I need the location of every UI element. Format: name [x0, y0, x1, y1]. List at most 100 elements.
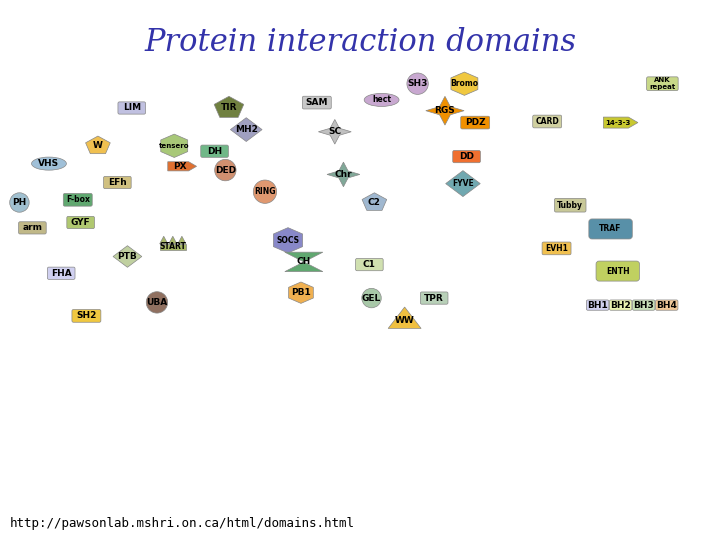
Text: PH: PH — [12, 198, 27, 207]
Text: WW: WW — [395, 315, 415, 325]
Circle shape — [146, 292, 168, 313]
FancyBboxPatch shape — [160, 244, 186, 249]
Text: TRAF: TRAF — [599, 225, 622, 233]
Text: SOCS: SOCS — [276, 236, 300, 245]
Text: DD: DD — [459, 152, 474, 161]
Text: FHA: FHA — [51, 269, 71, 278]
Text: BH3: BH3 — [634, 301, 654, 309]
Text: EFh: EFh — [108, 178, 127, 187]
Text: RGS: RGS — [435, 106, 455, 115]
Polygon shape — [318, 119, 351, 144]
Text: VHS: VHS — [38, 159, 60, 168]
Polygon shape — [285, 262, 323, 272]
FancyBboxPatch shape — [586, 300, 609, 310]
Polygon shape — [113, 246, 142, 267]
FancyBboxPatch shape — [356, 259, 383, 271]
Polygon shape — [274, 228, 302, 253]
Text: F-box: F-box — [66, 195, 90, 204]
FancyBboxPatch shape — [533, 115, 562, 128]
FancyBboxPatch shape — [104, 177, 131, 188]
Text: http://pawsonlab.mshri.on.ca/html/domains.html: http://pawsonlab.mshri.on.ca/html/domain… — [10, 517, 355, 530]
Text: C2: C2 — [368, 198, 381, 207]
Text: arm: arm — [22, 224, 42, 232]
Text: ANK
repeat: ANK repeat — [649, 77, 675, 90]
Text: CARD: CARD — [536, 117, 559, 126]
Polygon shape — [86, 136, 110, 154]
Text: Chr: Chr — [335, 170, 352, 179]
FancyBboxPatch shape — [461, 116, 490, 129]
Circle shape — [253, 180, 276, 204]
Polygon shape — [426, 96, 464, 125]
Polygon shape — [327, 162, 360, 187]
Text: W: W — [93, 141, 103, 150]
Text: 14-3-3: 14-3-3 — [605, 119, 630, 126]
Text: GEL: GEL — [362, 294, 381, 302]
FancyBboxPatch shape — [453, 151, 480, 163]
Polygon shape — [168, 162, 197, 171]
FancyBboxPatch shape — [554, 198, 586, 212]
Text: BH4: BH4 — [657, 301, 677, 309]
Text: CH: CH — [297, 258, 311, 266]
Text: SH3: SH3 — [408, 79, 428, 88]
FancyBboxPatch shape — [201, 145, 228, 157]
Polygon shape — [161, 134, 188, 158]
Text: FYVE: FYVE — [452, 179, 474, 188]
FancyBboxPatch shape — [19, 222, 46, 234]
Polygon shape — [388, 307, 421, 328]
Text: START: START — [159, 242, 186, 251]
Text: DED: DED — [215, 166, 236, 174]
Ellipse shape — [364, 93, 399, 106]
FancyBboxPatch shape — [542, 242, 571, 255]
Polygon shape — [446, 171, 480, 197]
Text: C1: C1 — [363, 260, 376, 269]
FancyBboxPatch shape — [647, 77, 678, 91]
Polygon shape — [168, 237, 177, 244]
FancyBboxPatch shape — [655, 300, 678, 310]
Circle shape — [10, 193, 30, 212]
Text: PX: PX — [173, 162, 186, 171]
Polygon shape — [289, 282, 313, 303]
Text: LIM: LIM — [122, 104, 141, 112]
Circle shape — [407, 73, 428, 94]
FancyBboxPatch shape — [118, 102, 145, 114]
Circle shape — [215, 159, 236, 181]
FancyBboxPatch shape — [72, 309, 101, 322]
FancyBboxPatch shape — [420, 292, 448, 304]
Polygon shape — [362, 193, 387, 211]
Text: Bromo: Bromo — [450, 79, 479, 88]
FancyBboxPatch shape — [67, 217, 94, 228]
Text: SAM: SAM — [305, 98, 328, 107]
FancyBboxPatch shape — [596, 261, 639, 281]
Text: EVH1: EVH1 — [545, 244, 568, 253]
Text: PTB: PTB — [117, 252, 138, 261]
Text: Tubby: Tubby — [557, 201, 583, 210]
FancyBboxPatch shape — [632, 300, 655, 310]
Text: TPR: TPR — [424, 294, 444, 302]
Polygon shape — [603, 117, 638, 128]
Text: DH: DH — [207, 147, 222, 156]
FancyBboxPatch shape — [609, 300, 632, 310]
Text: SH2: SH2 — [76, 312, 96, 320]
Text: MH2: MH2 — [235, 125, 258, 134]
Polygon shape — [285, 252, 323, 262]
Text: PDZ: PDZ — [465, 118, 485, 127]
Ellipse shape — [32, 157, 66, 170]
Text: UBA: UBA — [146, 298, 168, 307]
Text: hect: hect — [372, 96, 391, 104]
Text: BH1: BH1 — [588, 301, 608, 309]
Text: SC: SC — [328, 127, 341, 136]
Text: GYF: GYF — [71, 218, 91, 227]
Polygon shape — [178, 237, 186, 244]
Text: ENTH: ENTH — [606, 267, 629, 275]
Text: PB1: PB1 — [291, 288, 311, 297]
FancyBboxPatch shape — [589, 219, 632, 239]
Text: TIR: TIR — [221, 104, 237, 112]
Text: BH2: BH2 — [611, 301, 631, 309]
FancyBboxPatch shape — [63, 193, 92, 206]
Text: tensero: tensero — [159, 143, 189, 149]
Text: Protein interaction domains: Protein interaction domains — [144, 27, 576, 58]
Polygon shape — [160, 237, 168, 244]
Circle shape — [361, 288, 382, 308]
Polygon shape — [230, 118, 262, 141]
FancyBboxPatch shape — [302, 96, 331, 109]
